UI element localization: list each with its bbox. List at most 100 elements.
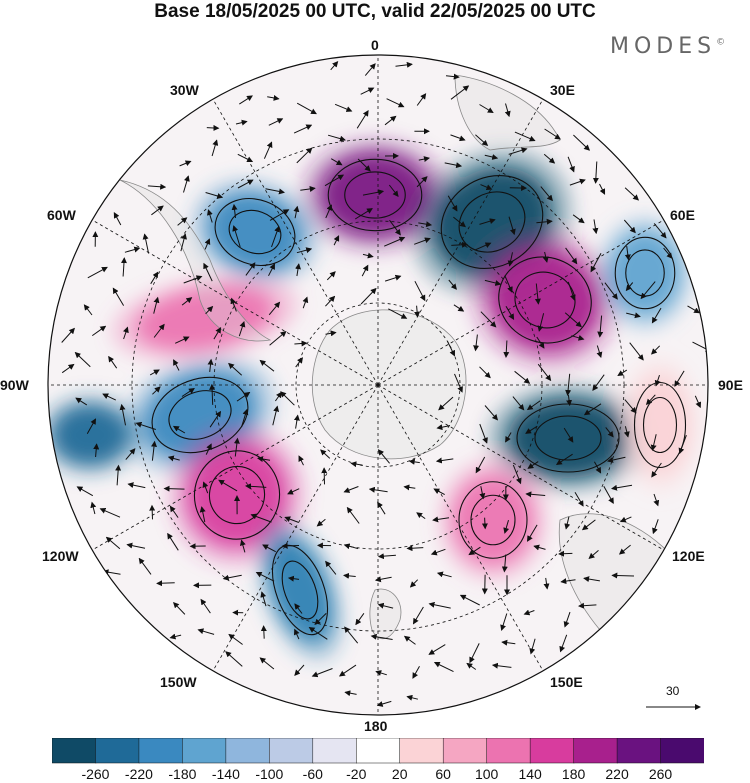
wind-arrow <box>617 369 628 377</box>
wind-arrow <box>205 192 224 199</box>
graticule <box>48 55 708 715</box>
wind-arrow <box>334 103 353 112</box>
wind-arrow <box>360 87 375 95</box>
wind-arrow <box>618 544 631 555</box>
wind-arrow <box>592 161 599 184</box>
wind-arrow <box>325 330 337 337</box>
lon-label-150e: 150E <box>550 674 583 690</box>
wind-arrow <box>112 287 125 306</box>
wind-arrow <box>500 613 508 631</box>
wind-arrow <box>197 628 215 635</box>
wind-arrow <box>484 154 499 160</box>
wind-arrow <box>384 115 397 126</box>
wind-arrow <box>344 690 357 697</box>
wind-arrow <box>93 443 100 458</box>
wind-arrow <box>126 542 146 549</box>
wind-arrow <box>479 423 488 444</box>
wind-arrow <box>174 336 190 344</box>
wind-arrow <box>430 548 446 556</box>
colorbar-tick-label: 140 <box>518 766 542 782</box>
wind-arrow <box>90 501 97 515</box>
wind-arrow <box>120 257 127 277</box>
wind-arrow <box>362 189 385 196</box>
wind-arrow <box>640 281 656 300</box>
wind-arrow <box>280 391 295 406</box>
wind-arrow <box>514 131 536 142</box>
wind-arrow <box>294 664 305 676</box>
wind-arrow <box>343 486 359 493</box>
wind-arrow <box>183 275 203 284</box>
wind-arrow <box>503 519 510 534</box>
wind-arrow <box>599 183 606 195</box>
wind-arrow <box>480 184 493 191</box>
colorbar-swatch <box>529 738 575 764</box>
wind-arrow <box>625 282 634 292</box>
wind-arrow <box>526 524 538 542</box>
wind-arrow <box>438 396 454 411</box>
wind-arrow <box>167 455 180 462</box>
wind-arrow <box>169 505 179 518</box>
colorbar-swatch <box>52 738 97 764</box>
wind-arrow <box>650 345 661 355</box>
wind-arrow <box>263 141 273 159</box>
wind-arrow <box>507 252 514 267</box>
lon-label-120e: 120E <box>672 548 705 564</box>
wind-arrow <box>559 634 568 653</box>
lon-label-150w: 150W <box>160 674 197 690</box>
wind-arrow <box>406 545 424 552</box>
wind-arrow <box>395 61 413 68</box>
wind-arrow <box>343 543 359 550</box>
wind-arrow <box>225 651 243 667</box>
contour-line <box>458 481 528 559</box>
wind-arrow <box>414 280 426 302</box>
wind-arrow <box>108 355 118 369</box>
wind-arrow <box>544 128 561 140</box>
wind-arrow <box>294 603 303 614</box>
wind-arrow <box>416 176 428 188</box>
wind-arrow <box>338 664 357 677</box>
wind-arrow <box>311 668 333 678</box>
wind-arrow <box>605 427 614 438</box>
wind-arrow <box>153 323 165 338</box>
wind-arrow <box>233 437 240 457</box>
wind-arrow <box>268 301 281 316</box>
wind-arrow <box>597 315 604 338</box>
colorbar-swatch <box>225 738 271 764</box>
anomaly-field <box>48 138 701 661</box>
contour-line <box>534 415 602 461</box>
wind-arrow <box>308 626 328 640</box>
wind-arrow <box>624 399 637 414</box>
wind-arrow <box>536 218 553 225</box>
wind-arrow <box>183 175 190 193</box>
wind-arrow <box>436 424 451 431</box>
anomaly-core-c5 <box>508 398 628 478</box>
wind-arrow <box>200 598 211 614</box>
wind-arrow <box>153 296 160 314</box>
wind-arrow <box>230 297 237 312</box>
contour-line <box>614 236 676 310</box>
wind-arrow <box>314 613 327 626</box>
wind-arrow <box>501 554 508 573</box>
contour-line <box>327 158 423 232</box>
wind-arrow <box>448 279 457 290</box>
wind-arrow <box>377 553 396 560</box>
wind-arrow <box>180 233 187 252</box>
wind-vectors <box>61 61 708 707</box>
wind-arrow <box>268 263 275 277</box>
wind-arrow <box>245 483 267 490</box>
wind-arrow <box>344 626 359 644</box>
south-america <box>119 179 272 342</box>
wind-arrow <box>574 492 584 507</box>
wind-arrow <box>459 594 480 606</box>
wind-arrow <box>105 536 121 550</box>
colorbar-swatch <box>442 738 488 764</box>
wind-arrow <box>232 225 241 248</box>
wind-arrow <box>590 253 602 273</box>
wind-arrow <box>626 312 641 319</box>
map-title: Base 18/05/2025 00 UTC, valid 22/05/2025… <box>154 1 596 22</box>
colorbar-swatch <box>486 738 531 764</box>
wind-arrow <box>250 513 272 523</box>
wind-arrow <box>408 458 420 465</box>
wind-arrow <box>83 304 93 316</box>
